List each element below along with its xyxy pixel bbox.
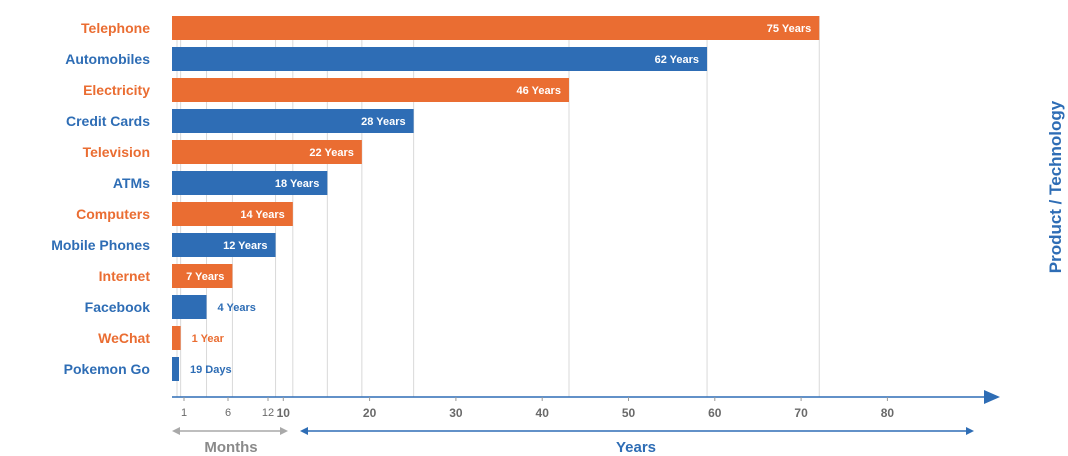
bar-value-label: 19 Days — [190, 364, 232, 376]
tick-label: 80 — [881, 406, 895, 420]
bar-value-label: 7 Years — [186, 271, 224, 283]
category-label: Television — [83, 144, 150, 160]
category-label: Computers — [76, 206, 150, 222]
category-label: Facebook — [85, 299, 151, 315]
category-label: Telephone — [81, 20, 150, 36]
category-label: Automobiles — [65, 51, 150, 67]
category-label: Electricity — [83, 82, 150, 98]
category-label: Pokemon Go — [64, 361, 150, 377]
category-label: WeChat — [98, 330, 150, 346]
tick-label: 10 — [277, 406, 291, 420]
bar — [172, 233, 276, 257]
category-label: Credit Cards — [66, 113, 150, 129]
bar — [172, 357, 179, 381]
range-arrows — [172, 427, 974, 435]
tick-label: 1 — [181, 407, 187, 419]
bar-value-label: 62 Years — [655, 54, 699, 66]
y-axis-title: Product / Technology — [1046, 100, 1065, 273]
bar-value-label: 18 Years — [275, 178, 319, 190]
category-labels: Telephone Automobiles Electricity Credit Ca… — [51, 20, 150, 377]
bar — [172, 171, 328, 195]
tick-label: 70 — [794, 406, 808, 420]
months-range-arrow-left — [172, 427, 180, 435]
tick-label: 40 — [536, 406, 550, 420]
bar-value-label: 14 Years — [240, 209, 284, 221]
bar-value-label: 75 Years — [767, 23, 811, 35]
bars — [172, 16, 820, 381]
category-label: ATMs — [113, 175, 150, 191]
years-range-arrow-right — [966, 427, 974, 435]
bar — [172, 326, 181, 350]
bar — [172, 140, 362, 164]
bar — [172, 16, 820, 40]
years-range-arrow-left — [300, 427, 308, 435]
tick-label: 60 — [708, 406, 722, 420]
months-range-arrow-right — [280, 427, 288, 435]
bar-value-label: 12 Years — [223, 240, 267, 252]
bar — [172, 295, 207, 319]
bar-value-label: 22 Years — [309, 147, 353, 159]
tick-label: 6 — [225, 407, 231, 419]
x-axis-title-years: Years — [616, 439, 656, 456]
bar-value-label: 28 Years — [361, 116, 405, 128]
bar-value-label: 1 Year — [192, 333, 225, 345]
bar — [172, 264, 233, 288]
tick-label: 50 — [622, 406, 636, 420]
bar-labels: 75 Years 62 Years 46 Years 28 Years 22 Years… — [186, 23, 811, 376]
bar — [172, 78, 569, 102]
tick-label: 30 — [449, 406, 463, 420]
bar-value-label: 4 Years — [218, 302, 256, 314]
bar — [172, 47, 708, 71]
x-axis — [172, 390, 1000, 404]
bar-value-label: 46 Years — [517, 85, 561, 97]
category-label: Mobile Phones — [51, 237, 150, 253]
x-ticks: 1 6 12 10 20 30 40 50 60 70 80 — [181, 397, 894, 420]
x-axis-title-months: Months — [204, 439, 257, 456]
tick-label: 12 — [262, 407, 274, 419]
x-axis-arrowhead — [984, 390, 1000, 404]
bar — [172, 202, 293, 226]
category-label: Internet — [99, 268, 151, 284]
tick-label: 20 — [363, 406, 377, 420]
bar — [172, 109, 414, 133]
